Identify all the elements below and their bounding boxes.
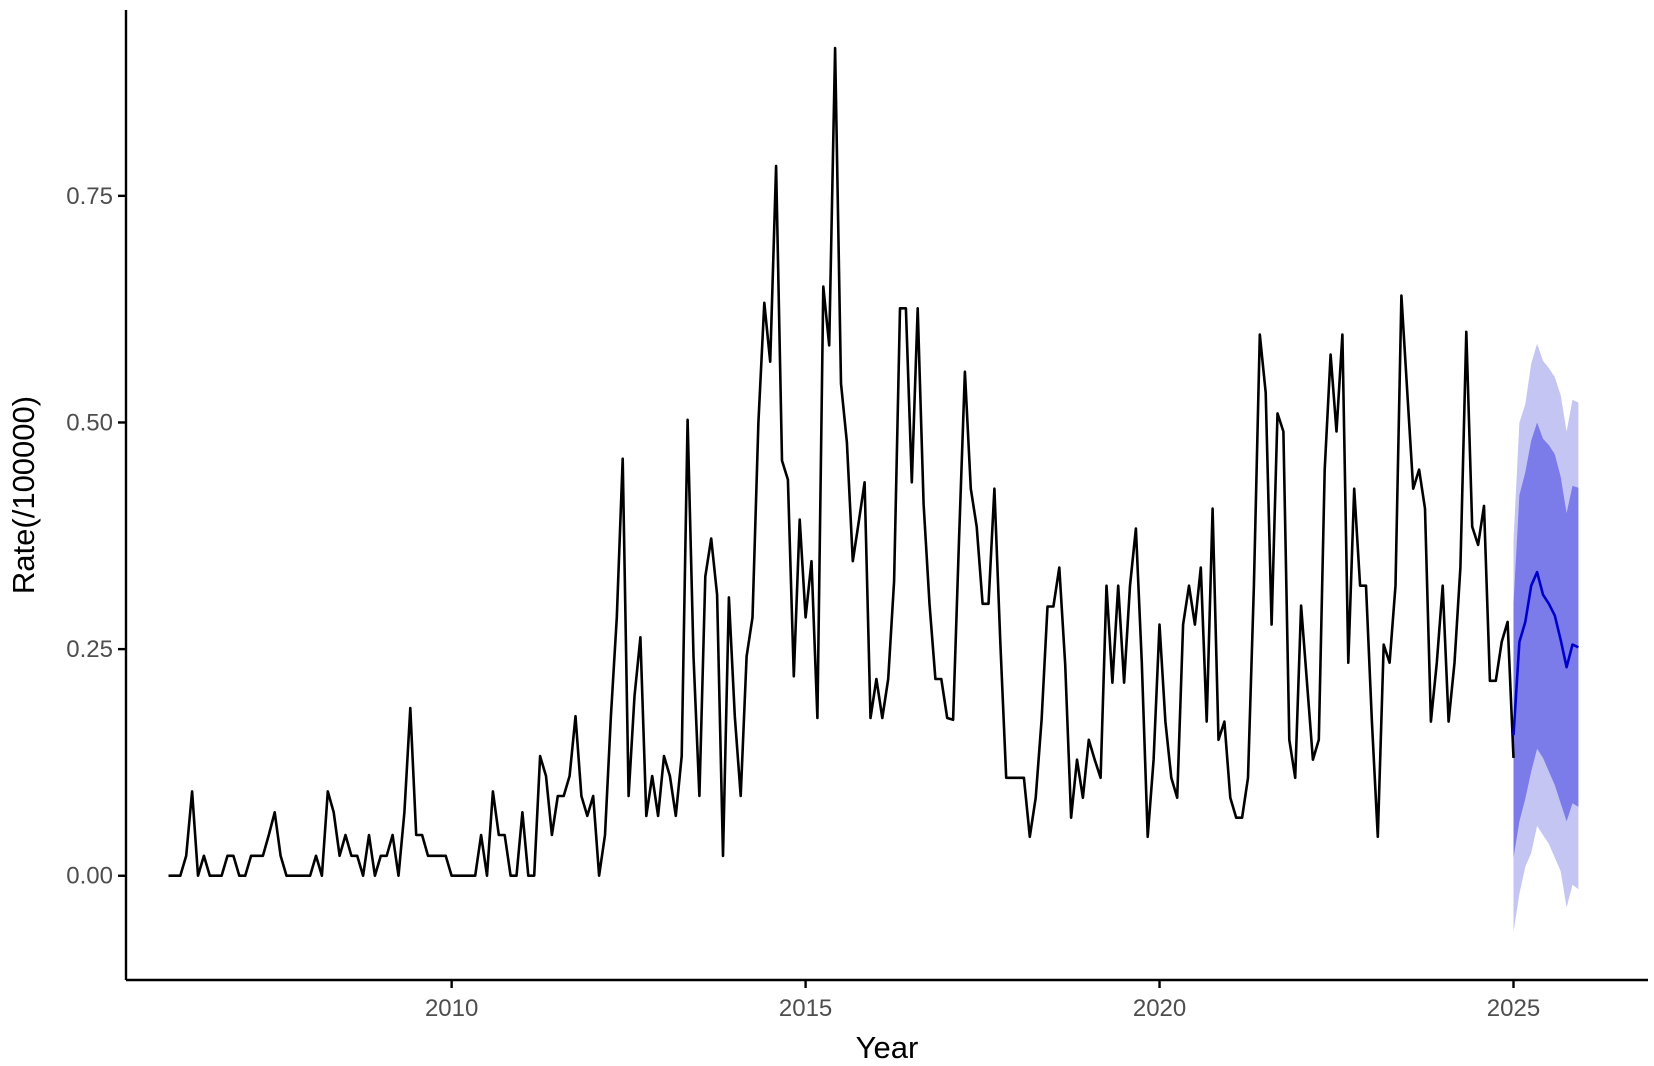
y-tick-label: 0.75 xyxy=(66,183,113,210)
observed-series xyxy=(168,46,1515,878)
x-axis-title: Year xyxy=(856,1030,919,1065)
x-axis-ticks: 2010 2015 2020 2025 xyxy=(425,980,1540,1022)
forecast-series xyxy=(1512,570,1579,736)
x-tick-label: 2020 xyxy=(1133,995,1186,1022)
x-tick-label: 2015 xyxy=(779,995,832,1022)
x-tick-label: 2025 xyxy=(1487,995,1540,1022)
y-axis-ticks: 0.00 0.25 0.50 0.75 xyxy=(66,183,126,890)
forecast-80-interval xyxy=(1513,422,1579,858)
y-axis-title: Rate(/100000) xyxy=(6,396,41,594)
y-tick-label: 0.50 xyxy=(66,409,113,436)
x-tick-label: 2010 xyxy=(425,995,478,1022)
forecast-line xyxy=(1512,570,1579,736)
observed-line xyxy=(168,46,1515,878)
interval-80-area xyxy=(1513,422,1579,858)
y-tick-label: 0.00 xyxy=(66,863,113,890)
y-tick-label: 0.25 xyxy=(66,636,113,663)
